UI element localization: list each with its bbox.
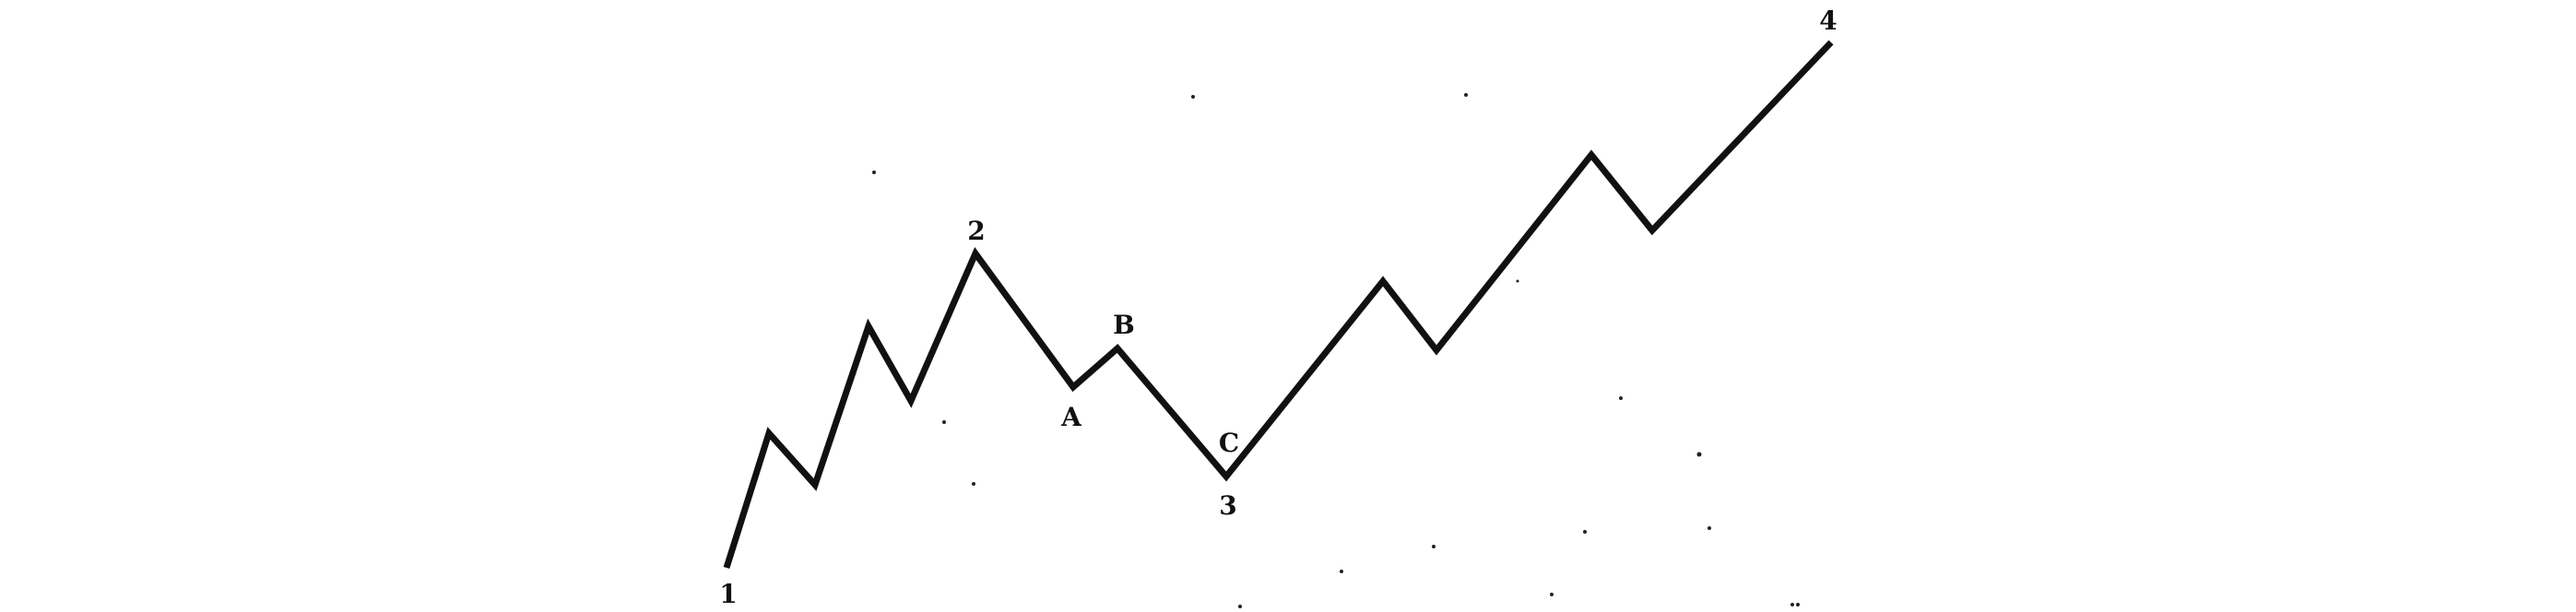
label-2: 2 <box>967 216 985 246</box>
label-1: 1 <box>719 579 737 609</box>
label-a: A <box>1060 402 1082 432</box>
label-c: C <box>1219 428 1239 458</box>
label-4: 4 <box>1819 6 1837 36</box>
wave-path <box>723 40 1834 570</box>
label-3: 3 <box>1219 490 1236 521</box>
scan-specks <box>872 93 1800 608</box>
label-b: B <box>1113 310 1135 340</box>
